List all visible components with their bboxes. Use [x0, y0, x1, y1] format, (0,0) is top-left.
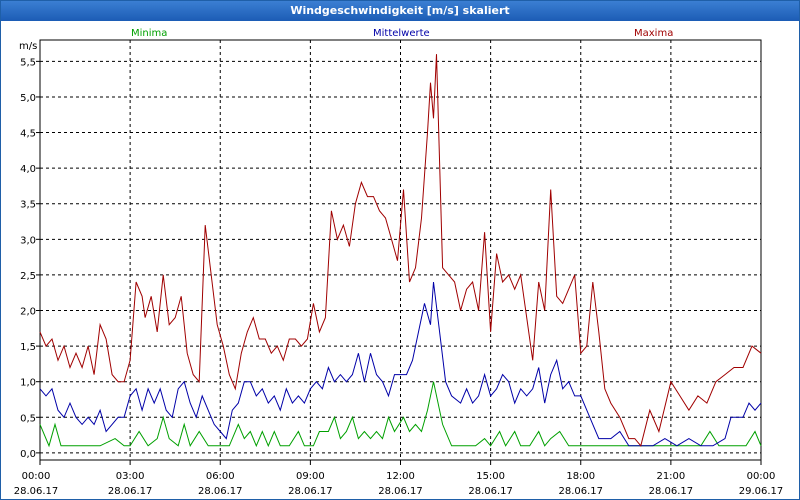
- series-line-mittelwerte: [39, 281, 762, 447]
- y-tick-label: 1,5: [20, 342, 36, 353]
- x-tick-time-label: 00:00: [747, 471, 776, 482]
- y-axis-unit: m/s: [19, 41, 38, 52]
- x-tick-date-label: 28.06.17: [288, 486, 333, 497]
- legend-mittelwerte: Mittelwerte: [373, 28, 430, 39]
- y-tick-label: 2,5: [20, 271, 36, 282]
- y-tick-label: 1,0: [20, 378, 36, 389]
- x-tick-time-label: 12:00: [386, 471, 415, 482]
- y-tick-label: 0,5: [20, 413, 36, 424]
- y-tick-label: 4,0: [20, 164, 36, 175]
- y-tick-label: 0,0: [20, 449, 36, 460]
- x-tick-date-label: 28.06.17: [198, 486, 243, 497]
- y-tick-label: 5,0: [20, 93, 36, 104]
- x-tick-time-label: 03:00: [116, 471, 145, 482]
- x-tick-time-label: 09:00: [296, 471, 325, 482]
- chart-title: Windgeschwindigkeit [m/s] skaliert: [1, 1, 799, 21]
- x-tick-date-label: 28.06.17: [378, 486, 423, 497]
- x-tick-time-label: 18:00: [566, 471, 595, 482]
- x-tick-time-label: 00:00: [22, 471, 51, 482]
- x-tick-date-label: 28.06.17: [14, 486, 59, 497]
- y-tick-label: 3,0: [20, 235, 36, 246]
- x-tick-date-label: 28.06.17: [649, 486, 694, 497]
- series-line-maxima: [39, 54, 762, 447]
- x-tick-date-label: 28.06.17: [558, 486, 603, 497]
- x-tick-time-label: 15:00: [476, 471, 505, 482]
- legend-minima: Minima: [131, 28, 168, 39]
- y-tick-label: 5,5: [20, 57, 36, 68]
- x-tick-date-label: 29.06.17: [739, 486, 784, 497]
- x-tick-time-label: 06:00: [206, 471, 235, 482]
- legend-maxima: Maxima: [634, 28, 674, 39]
- x-tick-time-label: 21:00: [656, 471, 685, 482]
- series-line-minima: [39, 381, 762, 448]
- y-tick-label: 4,5: [20, 129, 36, 140]
- x-tick-date-label: 28.06.17: [468, 486, 513, 497]
- y-tick-label: 2,0: [20, 307, 36, 318]
- y-tick-label: 3,5: [20, 200, 36, 211]
- x-tick-date-label: 28.06.17: [108, 486, 153, 497]
